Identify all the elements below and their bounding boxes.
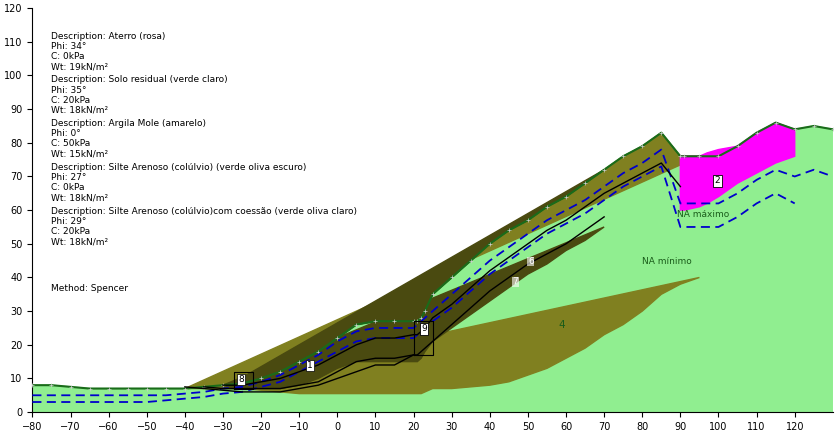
Polygon shape xyxy=(222,170,604,388)
Text: Phi: 35°: Phi: 35° xyxy=(51,85,87,95)
Text: C: 0kPa: C: 0kPa xyxy=(51,52,84,61)
Text: C: 20kPa: C: 20kPa xyxy=(51,95,90,105)
Text: Description: Argila Mole (amarelo): Description: Argila Mole (amarelo) xyxy=(51,119,206,128)
Text: 8: 8 xyxy=(238,375,243,384)
Text: Wt: 18kN/m²: Wt: 18kN/m² xyxy=(51,237,109,246)
Text: 7: 7 xyxy=(512,277,517,286)
Text: Wt: 19kN/m²: Wt: 19kN/m² xyxy=(51,62,109,71)
Text: Description: Aterro (rosa): Description: Aterro (rosa) xyxy=(51,32,166,41)
Text: Method: Spencer: Method: Spencer xyxy=(51,284,128,293)
Text: Wt: 15kN/m²: Wt: 15kN/m² xyxy=(51,150,109,159)
Polygon shape xyxy=(33,123,832,412)
Text: Phi: 27°: Phi: 27° xyxy=(51,173,87,182)
Text: 6: 6 xyxy=(528,257,533,266)
Polygon shape xyxy=(680,123,793,210)
Text: Description: Silte Arenoso (colúlvio) (verde oliva escuro): Description: Silte Arenoso (colúlvio) (v… xyxy=(51,163,307,172)
Text: Phi: 34°: Phi: 34° xyxy=(51,42,87,51)
Text: Wt: 18kN/m²: Wt: 18kN/m² xyxy=(51,106,109,115)
Text: 4: 4 xyxy=(558,320,564,330)
Text: NA mínimo: NA mínimo xyxy=(641,257,691,266)
Text: Description: Silte Arenoso (colúlvio)com coessão (verde oliva claro): Description: Silte Arenoso (colúlvio)com… xyxy=(51,207,357,216)
Text: Description: Solo residual (verde claro): Description: Solo residual (verde claro) xyxy=(51,75,227,85)
Text: NA máximo: NA máximo xyxy=(675,210,728,219)
Text: C: 50kPa: C: 50kPa xyxy=(51,140,90,148)
Text: 9: 9 xyxy=(421,324,426,334)
Text: C: 20kPa: C: 20kPa xyxy=(51,227,90,236)
Text: Wt: 18kN/m²: Wt: 18kN/m² xyxy=(51,193,109,202)
Text: 1: 1 xyxy=(307,361,312,370)
Text: Phi: 29°: Phi: 29° xyxy=(51,217,87,226)
Text: C: 0kPa: C: 0kPa xyxy=(51,183,84,192)
Polygon shape xyxy=(185,133,699,394)
Text: Phi: 0°: Phi: 0° xyxy=(51,129,81,138)
Text: 2: 2 xyxy=(714,176,720,185)
